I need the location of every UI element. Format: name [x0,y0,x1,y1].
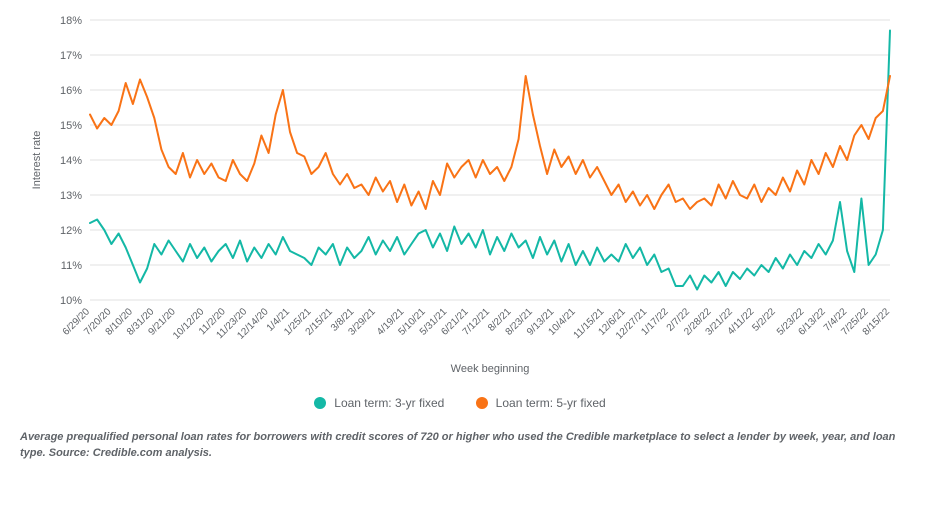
legend-marker-3yr [314,397,326,409]
svg-text:12%: 12% [60,225,82,237]
chart-container: 10% 11% 12% 13% 14% 15% 16% 17% 18% Interest rate… [0,0,932,524]
svg-text:15%: 15% [60,120,82,132]
svg-text:13%: 13% [60,190,82,202]
svg-text:11%: 11% [61,260,82,272]
svg-text:10%: 10% [60,295,82,307]
svg-text:14%: 14% [60,155,82,167]
legend-label-5yr: Loan term: 5-yr fixed [496,396,606,410]
legend-item-5yr: Loan term: 5-yr fixed [476,396,606,410]
chart-plot: 10% 11% 12% 13% 14% 15% 16% 17% 18% Interest rate… [20,10,900,390]
legend-label-3yr: Loan term: 3-yr fixed [334,396,444,410]
chart-svg: 10% 11% 12% 13% 14% 15% 16% 17% 18% Interest rate… [20,10,900,390]
legend-item-3yr: Loan term: 3-yr fixed [314,396,444,410]
svg-text:18%: 18% [60,15,82,27]
legend: Loan term: 3-yr fixed Loan term: 5-yr fi… [20,396,900,412]
svg-text:16%: 16% [60,85,82,97]
svg-text:Week beginning: Week beginning [451,363,530,375]
legend-marker-5yr [476,397,488,409]
chart-caption: Average prequalified personal loan rates… [20,430,900,462]
svg-text:Interest rate: Interest rate [31,131,43,190]
svg-text:17%: 17% [60,50,82,62]
